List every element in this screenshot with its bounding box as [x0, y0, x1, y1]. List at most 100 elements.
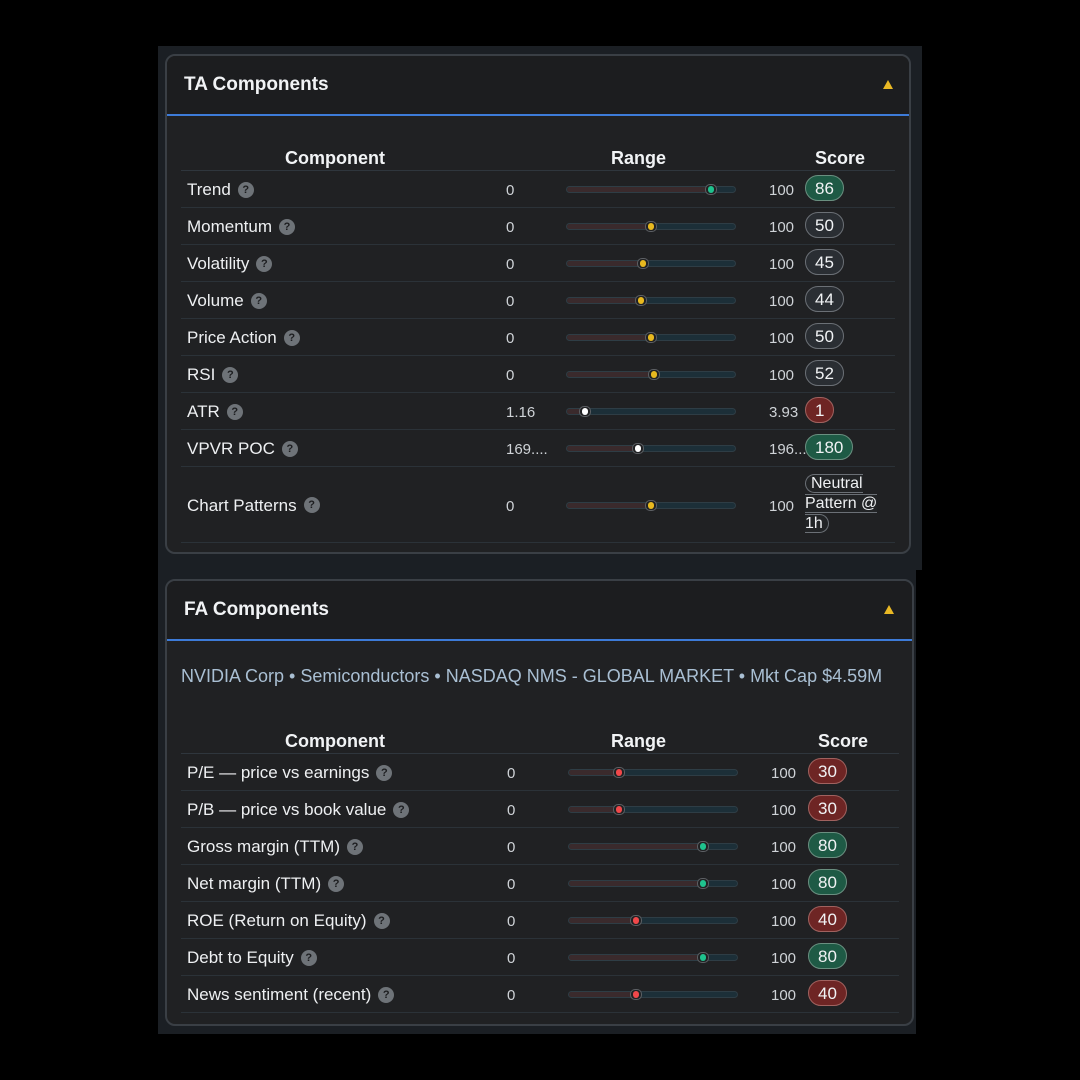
table-row: P/B — price vs book value? 0 100 30	[181, 791, 899, 828]
fa-card-header[interactable]: FA Components	[167, 581, 912, 641]
range-thumb	[645, 221, 657, 232]
question-circle-icon[interactable]: ?	[283, 329, 300, 346]
question-circle-icon[interactable]: ?	[279, 218, 296, 235]
range-max: 100	[771, 913, 797, 930]
caret-up-icon[interactable]	[883, 80, 893, 89]
range-fill	[567, 298, 641, 303]
caret-up-icon[interactable]	[884, 605, 894, 614]
score-badge: 80	[808, 943, 847, 969]
range-track	[566, 406, 736, 417]
range-fill	[567, 224, 651, 229]
range-max: 100	[769, 497, 795, 515]
range-track	[566, 258, 736, 269]
range-track	[568, 878, 738, 889]
range-min: 0	[507, 950, 516, 967]
range-max: 100	[771, 876, 797, 893]
question-circle-icon[interactable]: ?	[376, 764, 393, 781]
score-badge: 45	[805, 249, 844, 275]
score-badge: 44	[805, 286, 844, 312]
range-track	[568, 989, 738, 1000]
range-max: 196....	[769, 441, 811, 458]
ta-header-score: Score	[815, 148, 866, 168]
range-thumb	[648, 369, 661, 380]
range-min: 0	[506, 367, 515, 384]
component-label: RSI	[187, 365, 216, 384]
table-row: Gross margin (TTM)? 0 100 80	[181, 828, 899, 865]
fa-header-score: Score	[818, 731, 869, 751]
range-thumb	[631, 443, 644, 454]
component-name: Volatility?	[187, 254, 273, 274]
range-track	[566, 332, 736, 343]
component-label: Price Action	[187, 328, 277, 347]
range-max: 100	[769, 256, 795, 273]
component-label: Debt to Equity	[187, 948, 294, 967]
range-track	[566, 499, 736, 511]
fa-card-title: FA Components	[184, 599, 329, 620]
question-circle-icon[interactable]: ?	[373, 912, 390, 929]
range-min: 0	[506, 293, 515, 310]
table-row: Volume? 0 100 44	[181, 282, 895, 319]
range-fill	[567, 187, 712, 192]
range-max: 100	[769, 293, 795, 310]
question-circle-icon[interactable]: ?	[347, 838, 363, 855]
table-row: Volatility? 0 100 45	[181, 245, 895, 282]
question-circle-icon[interactable]: ?	[226, 403, 243, 420]
score-badge: Neutral Pattern @ 1h	[805, 474, 881, 534]
range-max: 100	[769, 219, 795, 236]
component-label: P/B — price vs book value	[187, 800, 387, 819]
range-fill	[569, 881, 704, 886]
table-row: ROE (Return on Equity)? 0 100 40	[181, 902, 899, 939]
ta-card-header[interactable]: TA Components	[167, 56, 909, 116]
question-circle-icon[interactable]: ?	[328, 875, 345, 892]
question-circle-icon[interactable]: ?	[281, 440, 298, 457]
range-min: 0	[506, 256, 515, 273]
score-badge: 40	[808, 980, 847, 1006]
range-fill	[567, 502, 651, 508]
fa-table-header: Component Range Score	[181, 717, 899, 754]
component-label: Chart Patterns	[187, 495, 297, 515]
range-fill	[567, 409, 586, 414]
table-row: RSI? 0 100 52	[181, 356, 895, 393]
fa-header-range: Range	[611, 731, 667, 751]
question-circle-icon[interactable]: ?	[256, 255, 273, 272]
range-min: 0	[506, 497, 515, 515]
range-thumb	[579, 406, 592, 417]
question-circle-icon[interactable]: ?	[378, 986, 395, 1003]
question-circle-icon[interactable]: ?	[250, 292, 267, 309]
range-thumb	[705, 184, 718, 195]
component-name: Net margin (TTM)?	[187, 874, 345, 894]
component-name: ATR?	[187, 402, 243, 422]
question-circle-icon[interactable]: ?	[300, 949, 317, 966]
range-min: 169....	[506, 441, 548, 458]
score-badge: 40	[808, 906, 847, 932]
range-fill	[569, 918, 637, 923]
range-min: 0	[506, 182, 515, 199]
component-name: News sentiment (recent)?	[187, 985, 395, 1005]
component-label: VPVR POC	[187, 439, 275, 458]
table-row: ATR? 1.16 3.93 1	[181, 393, 895, 430]
range-track	[568, 915, 738, 926]
range-thumb	[613, 804, 626, 815]
range-track	[566, 443, 736, 454]
table-row: Debt to Equity? 0 100 80	[181, 939, 899, 976]
component-name: ROE (Return on Equity)?	[187, 911, 390, 931]
range-fill	[569, 844, 704, 849]
range-max: 100	[771, 839, 797, 856]
score-badge: 30	[808, 795, 847, 821]
component-label: Momentum	[187, 217, 273, 236]
ta-card-title: TA Components	[184, 74, 329, 95]
range-track	[566, 184, 736, 195]
range-fill	[569, 807, 620, 812]
component-label: Trend	[187, 180, 231, 199]
question-circle-icon[interactable]: ?	[303, 497, 320, 514]
range-min: 0	[507, 987, 516, 1004]
score-badge: 52	[805, 360, 844, 386]
score-badge: 180	[805, 434, 854, 460]
question-circle-icon[interactable]: ?	[237, 181, 254, 198]
question-circle-icon[interactable]: ?	[393, 801, 410, 818]
question-circle-icon[interactable]: ?	[222, 366, 239, 383]
range-track	[568, 841, 738, 852]
range-track	[566, 369, 736, 380]
score-badge: 1	[805, 397, 835, 423]
score-badge: 86	[805, 175, 844, 201]
